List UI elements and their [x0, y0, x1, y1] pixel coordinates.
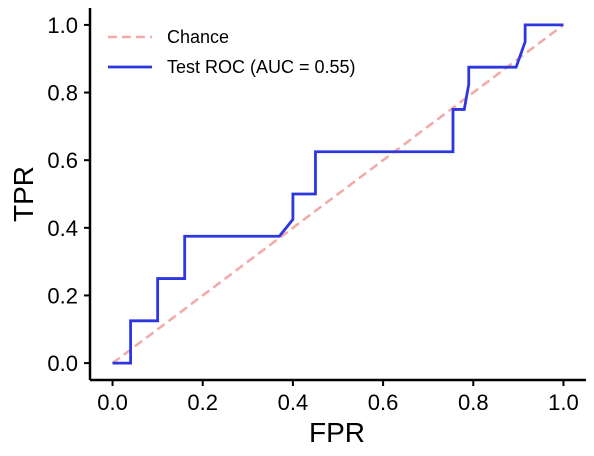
x-tick-label: 0.6: [368, 390, 399, 415]
y-axis-title: TPR: [8, 166, 39, 222]
series-line-chance: [111, 23, 565, 365]
axes-layer: [88, 8, 586, 382]
x-tick-label: 0.8: [458, 390, 489, 415]
series-line-test-roc: [112, 23, 564, 365]
y-tick-label: 0.4: [47, 216, 78, 241]
y-tick-label: 1.0: [47, 13, 78, 38]
series-layer: [111, 23, 565, 365]
y-tick-label: 0.2: [47, 283, 78, 308]
legend-label-chance: Chance: [167, 27, 229, 47]
x-tick-label: 0.2: [187, 390, 218, 415]
x-tick-label: 1.0: [548, 390, 579, 415]
y-tick-label: 0.6: [47, 148, 78, 173]
legend: Chance Test ROC (AUC = 0.55): [108, 27, 356, 77]
y-tick-label: 0.8: [47, 81, 78, 106]
y-tick-label: 0.0: [47, 351, 78, 376]
x-axis-title: FPR: [309, 417, 365, 448]
x-tick-label: 0.4: [278, 390, 309, 415]
x-tick-label: 0.0: [97, 390, 128, 415]
ticks-layer: 0.0 0.2 0.4 0.6 0.8 1.0 0.0 0.2 0.4 0.6 0.8 1.0: [47, 13, 578, 415]
legend-label-test-roc: Test ROC (AUC = 0.55): [167, 57, 356, 77]
